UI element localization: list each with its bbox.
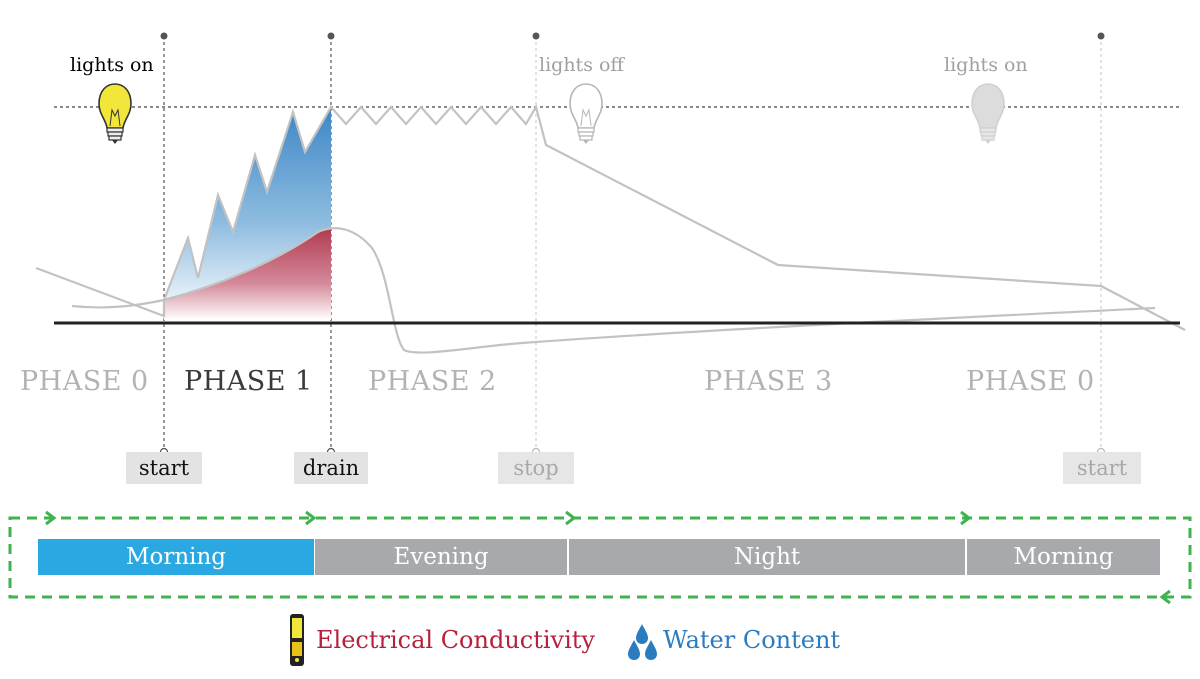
lights-on-label: lights on <box>70 54 154 76</box>
phase-0-end-label: PHASE 0 <box>966 366 1095 397</box>
day-cycle-loop <box>8 510 1192 605</box>
drain-tag-bg <box>294 452 368 484</box>
lights-off-label: lights off <box>539 54 624 76</box>
ec-meter-icon <box>290 614 304 666</box>
legend-ec-label: Electrical Conductivity <box>316 626 595 654</box>
water-drops-icon <box>628 624 657 660</box>
timeline-night: Night <box>569 539 965 575</box>
water-content-line <box>35 104 1186 331</box>
outline-bulb-icon <box>569 83 603 144</box>
timeline-morning: Morning <box>38 539 314 575</box>
phase-2-label: PHASE 2 <box>368 366 497 397</box>
lit-bulb-icon <box>98 83 132 144</box>
phase-1-label: PHASE 1 <box>184 366 313 397</box>
phase-3-label: PHASE 3 <box>704 366 833 397</box>
start-tag: start <box>138 456 190 480</box>
start-2-tag-bg <box>1063 452 1141 484</box>
stop-tag: stop <box>513 456 559 480</box>
start-2-tag: start <box>1076 456 1128 480</box>
drain-top-dot <box>327 32 335 40</box>
gray-bulb-icon <box>971 83 1005 144</box>
start-tag-bg <box>126 452 202 484</box>
phase-0-label: PHASE 0 <box>20 366 149 397</box>
legend-water-content-label: Water Content <box>663 626 841 654</box>
start-top-dot <box>160 32 168 40</box>
stop-top-dot <box>532 32 540 40</box>
timeline-morning-2: Morning <box>967 539 1160 575</box>
drain-tag: drain <box>302 456 360 480</box>
stop-tag-bg <box>498 452 574 484</box>
ec-line <box>71 227 1156 354</box>
start-2-top-dot <box>1097 32 1105 40</box>
timeline-evening: Evening <box>315 539 567 575</box>
lights-on-2-label: lights on <box>944 54 1028 76</box>
